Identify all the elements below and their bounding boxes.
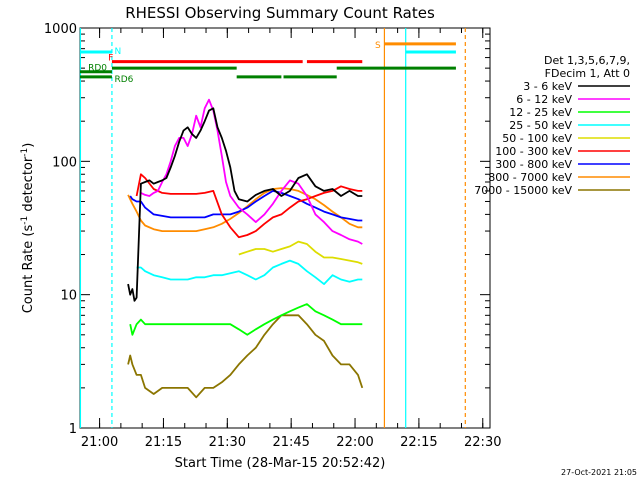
y-axis-label-mid: detector xyxy=(21,156,36,216)
x-tick-label: 21:30 xyxy=(209,435,246,450)
y-axis-label-end: ) xyxy=(21,143,36,148)
y-tick-label: 10 xyxy=(60,289,77,304)
series-line xyxy=(140,98,363,245)
state-bar-label: RD0 xyxy=(88,64,107,74)
x-tick-label: 22:00 xyxy=(336,435,373,450)
legend-entry-label: 800 - 7000 keV xyxy=(488,171,572,184)
state-bar-label: RD6 xyxy=(114,75,133,85)
series-line xyxy=(135,173,363,239)
series-line xyxy=(127,314,364,399)
y-axis-label-main: Count Rate (s xyxy=(21,225,36,314)
x-tick-label: 21:15 xyxy=(145,435,182,450)
state-bar-label: F xyxy=(108,54,113,64)
series-line xyxy=(136,259,363,286)
legend-entry-label: 7000 - 15000 keV xyxy=(474,184,572,197)
series-line xyxy=(127,187,363,233)
legend: Det 1,3,5,6,7,9,FDecim 1, Att 03 - 6 keV… xyxy=(474,54,630,197)
y-axis-label-exp1: -1 xyxy=(20,216,30,225)
legend-entry-label: 25 - 50 keV xyxy=(509,119,572,132)
series-line xyxy=(129,303,363,336)
x-tick-label: 21:00 xyxy=(81,435,118,450)
legend-entry-label: 3 - 6 keV xyxy=(523,80,572,93)
legend-entry-label: 12 - 25 keV xyxy=(509,106,572,119)
state-bar-label: N xyxy=(114,47,121,57)
legend-entry-label: 6 - 12 keV xyxy=(516,93,572,106)
y-axis-label-exp2: -1 xyxy=(20,148,30,157)
y-tick-label: 1 xyxy=(69,422,77,437)
y-axis-label: Count Rate (s-1 detector-1) xyxy=(20,143,36,314)
y-tick-label: 1000 xyxy=(44,22,77,37)
x-tick-label: 21:45 xyxy=(272,435,309,450)
legend-entry-label: 100 - 300 keV xyxy=(495,145,572,158)
series-line xyxy=(127,107,363,302)
x-tick-label: 22:30 xyxy=(464,435,501,450)
series-line xyxy=(129,189,363,222)
state-bar-label: S xyxy=(375,41,381,51)
series-line xyxy=(238,240,363,265)
x-axis-label: Start Time (28-Mar-15 20:52:42) xyxy=(175,456,386,471)
timestamp: 27-Oct-2021 21:05 xyxy=(561,468,637,477)
legend-header: FDecim 1, Att 0 xyxy=(545,67,630,80)
x-tick-label: 22:15 xyxy=(400,435,437,450)
y-tick-label: 100 xyxy=(52,155,77,170)
legend-header: Det 1,3,5,6,7,9, xyxy=(544,54,630,67)
legend-entry-label: 300 - 800 keV xyxy=(495,158,572,171)
legend-entry-label: 50 - 100 keV xyxy=(502,132,572,145)
chart-title: RHESSI Observing Summary Count Rates xyxy=(125,4,435,22)
plot-area: 1 10 100 1000 21:00 21:15 21:30 21:45 22:00 22:15… xyxy=(44,22,502,450)
